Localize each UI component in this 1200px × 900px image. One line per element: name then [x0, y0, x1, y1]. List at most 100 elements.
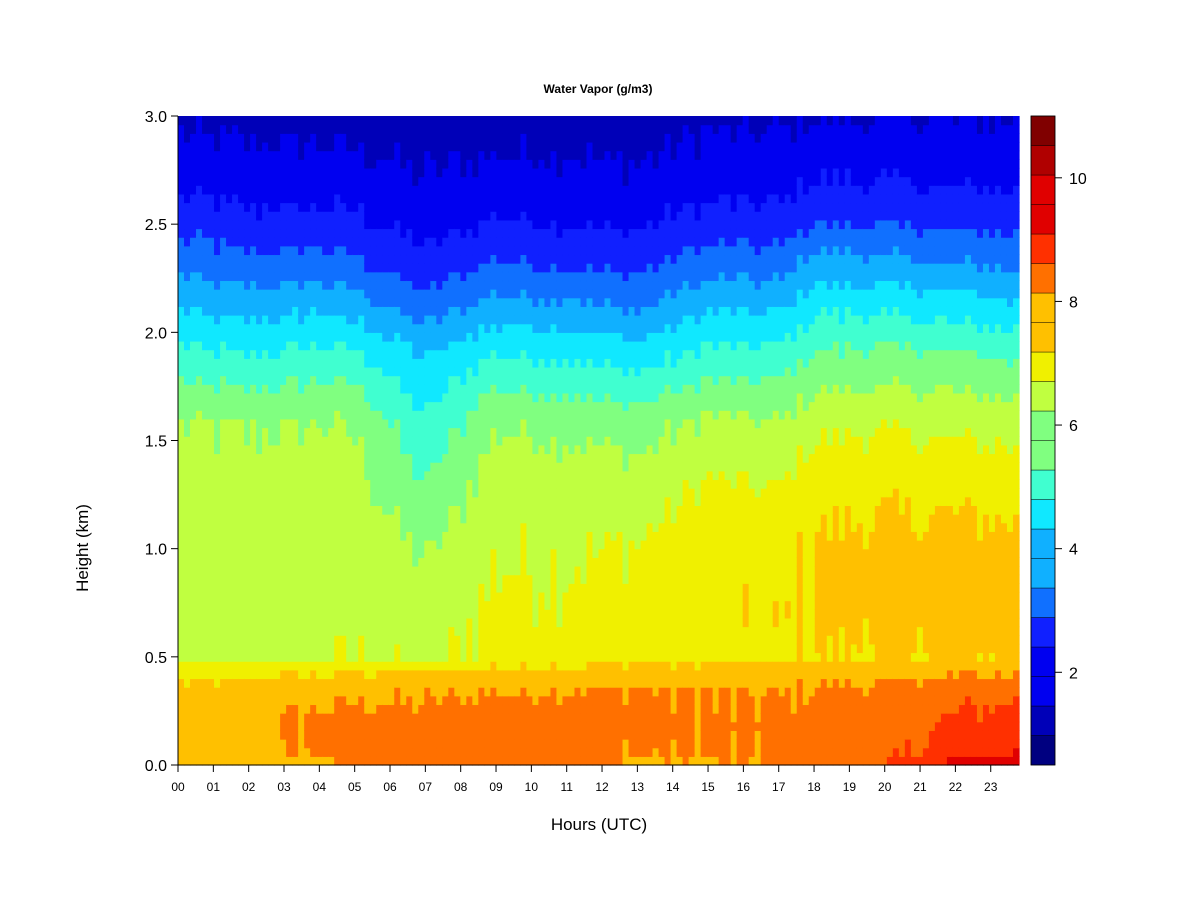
heatmap-cell [226, 704, 233, 714]
heatmap-cell [232, 635, 239, 645]
heatmap-cell [538, 237, 546, 247]
heatmap-cell [544, 315, 552, 325]
heatmap-cell [568, 721, 576, 731]
heatmap-cell [274, 150, 281, 160]
heatmap-cell [364, 669, 371, 680]
heatmap-cell [298, 565, 305, 576]
heatmap-cell [562, 228, 570, 238]
heatmap-cell [454, 713, 461, 723]
heatmap-cell [472, 488, 479, 498]
heatmap-cell [310, 652, 317, 662]
heatmap-cell [208, 124, 215, 134]
heatmap-cell [448, 617, 455, 628]
heatmap-cell [406, 721, 413, 731]
heatmap-cell [310, 687, 317, 697]
heatmap-cell [220, 496, 227, 506]
heatmap-cell [508, 643, 515, 654]
heatmap-cell [184, 635, 191, 645]
heatmap-cell [412, 202, 419, 212]
heatmap-cell [574, 574, 582, 584]
heatmap-cell [250, 150, 257, 160]
heatmap-cell [514, 340, 522, 351]
heatmap-cell [442, 133, 449, 143]
heatmap-cell [508, 531, 515, 541]
heatmap-cell [502, 661, 509, 671]
heatmap-cell [454, 730, 461, 740]
heatmap-cell [256, 756, 263, 766]
heatmap-cell [202, 496, 209, 506]
heatmap-cell [274, 583, 281, 593]
heatmap-cell [274, 289, 281, 299]
heatmap-cell [418, 263, 425, 273]
heatmap-cell [382, 591, 389, 602]
heatmap-cell [538, 721, 546, 731]
heatmap-cell [262, 436, 269, 446]
heatmap-cell [436, 358, 443, 368]
heatmap-cell [226, 401, 233, 411]
heatmap-cell [460, 384, 467, 394]
heatmap-cell [256, 349, 263, 359]
heatmap-cell [250, 661, 257, 671]
heatmap-cell [226, 505, 233, 515]
heatmap-cell [178, 488, 185, 498]
heatmap-cell [436, 470, 443, 481]
heatmap-cell [190, 652, 197, 662]
heatmap-cell [370, 289, 377, 299]
heatmap-cell [340, 444, 347, 455]
heatmap-cell [196, 219, 203, 230]
heatmap-cell [340, 384, 347, 394]
heatmap-cell [430, 392, 437, 403]
heatmap-cell [526, 245, 534, 256]
heatmap-cell [226, 219, 233, 230]
heatmap-cell [190, 349, 197, 359]
heatmap-cell [502, 462, 509, 472]
heatmap-cell [574, 661, 582, 671]
heatmap-cell [190, 600, 197, 610]
heatmap-cell [274, 488, 281, 498]
heatmap-cell [508, 254, 515, 264]
heatmap-cell [484, 271, 491, 282]
heatmap-cell [556, 323, 564, 333]
heatmap-cell [520, 479, 528, 489]
heatmap-cell [274, 141, 281, 152]
heatmap-cell [214, 254, 221, 264]
heatmap-cell [226, 617, 233, 628]
heatmap-cell [196, 358, 203, 368]
heatmap-cell [352, 514, 359, 524]
heatmap-cell [562, 531, 570, 541]
heatmap-cell [202, 505, 209, 515]
heatmap-cell [298, 609, 305, 619]
heatmap-cell [274, 124, 281, 134]
heatmap-cell [190, 418, 197, 429]
heatmap-cell [460, 669, 467, 680]
heatmap-cell [364, 124, 371, 134]
heatmap-cell [490, 747, 497, 757]
heatmap-cell [286, 427, 293, 437]
heatmap-cell [268, 150, 275, 160]
heatmap-cell [220, 626, 227, 636]
heatmap-cell [346, 401, 353, 411]
heatmap-cell [292, 609, 299, 619]
heatmap-cell [334, 193, 341, 204]
heatmap-cell [406, 384, 413, 394]
heatmap-cell [430, 669, 437, 680]
heatmap-cell [370, 739, 377, 749]
heatmap-cell [430, 332, 437, 342]
heatmap-cell [178, 609, 185, 619]
heatmap-cell [202, 635, 209, 645]
heatmap-cell [238, 730, 245, 740]
heatmap-cell [220, 133, 227, 143]
heatmap-cell [520, 202, 528, 212]
heatmap-cell [556, 453, 564, 463]
heatmap-cell [484, 349, 491, 359]
heatmap-cell [520, 159, 528, 169]
heatmap-cell [556, 756, 564, 766]
heatmap-cell [496, 228, 503, 238]
heatmap-cell [250, 263, 257, 273]
heatmap-cell [478, 479, 485, 489]
heatmap-cell [286, 695, 293, 706]
heatmap-cell [520, 652, 528, 662]
heatmap-cell [550, 159, 558, 169]
heatmap-cell [178, 141, 185, 152]
heatmap-cell [256, 271, 263, 282]
